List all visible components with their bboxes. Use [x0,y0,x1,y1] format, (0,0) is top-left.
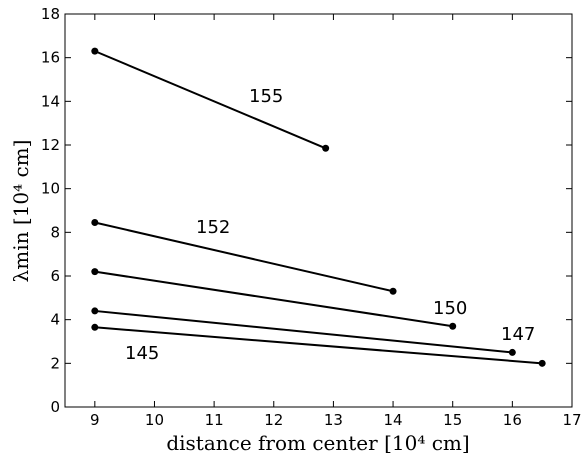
data-point-147 [508,348,516,356]
series-label-145: 145 [125,343,159,364]
x-axis-title: distance from center [10⁴ cm] [166,431,469,455]
ticks: 9 10 11 12 13 14 15 16 17 0 2 4 6 8 10 12 14 16 18 [41,5,582,429]
series-lines [91,47,546,367]
y-tick-label: 18 [41,5,60,23]
series-line-152 [94,221,394,293]
x-tick-label: 14 [384,411,403,429]
data-point-150 [449,322,457,330]
series-line-155 [94,50,327,150]
series-label-155: 155 [249,86,283,107]
y-tick-label: 16 [41,49,60,67]
y-tick-label: 12 [41,136,60,154]
x-tick-label: 16 [503,411,522,429]
data-point-145 [91,323,99,331]
x-tick-label: 11 [205,411,224,429]
series-line-150 [94,270,453,328]
x-tick-label: 17 [562,411,581,429]
data-point-155 [91,47,99,55]
series-line-147 [94,309,513,354]
x-tick-label: 13 [324,411,343,429]
x-tick-label: 15 [443,411,462,429]
data-point-147 [91,307,99,315]
x-tick-label: 9 [90,411,100,429]
data-point-150 [91,268,99,276]
plot-frame [64,13,573,408]
y-tick-label: 2 [50,354,60,372]
y-tick-label: 8 [50,223,60,241]
y-tick-label: 14 [41,92,60,110]
data-point-152 [389,287,397,295]
x-tick-label: 12 [264,411,283,429]
data-point-145 [538,359,546,367]
y-tick-label: 6 [50,267,60,285]
data-point-155 [322,144,330,152]
y-axis-title: λmin [10⁴ cm] [9,140,33,283]
series-line-145 [94,326,543,365]
y-tick-label: 0 [50,398,60,416]
y-tick-label: 4 [50,311,60,329]
x-tick-label: 10 [145,411,164,429]
series-label-150: 150 [433,298,467,319]
series-label-147: 147 [501,324,535,345]
series-label-152: 152 [196,217,230,238]
y-tick-label: 10 [41,180,60,198]
data-point-152 [91,219,99,227]
